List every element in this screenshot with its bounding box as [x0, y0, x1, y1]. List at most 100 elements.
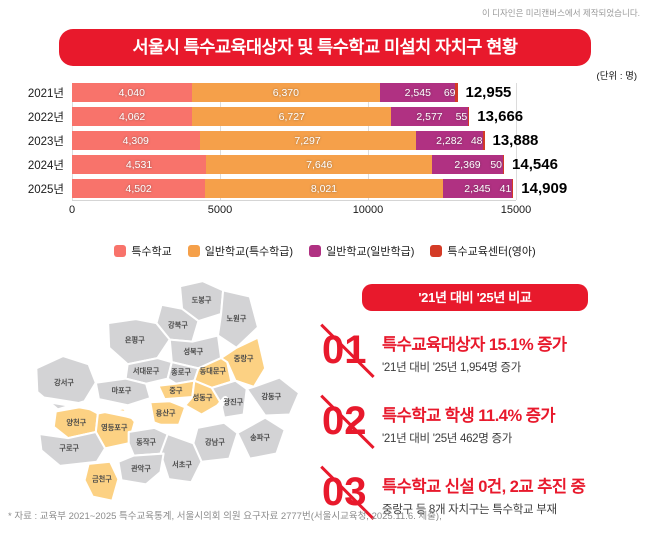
segment-value: 2,369: [454, 158, 481, 171]
bar-segment: [483, 131, 485, 150]
bar-segment: [502, 155, 505, 174]
x-tick: 5000: [207, 204, 233, 216]
total-value: 14,909: [521, 180, 568, 197]
bar-segment: 4,062: [72, 107, 193, 126]
year-label: 2022년: [27, 111, 64, 124]
segment-value: 6,370: [272, 86, 299, 99]
bar-segment: [467, 107, 470, 126]
item-number-block: 02: [320, 394, 375, 456]
legend-swatch: [187, 245, 200, 257]
comparison-badge: '21년 대비 '25년 비교: [362, 284, 588, 311]
bar-segment: 7,297: [199, 131, 416, 150]
district-shape: [107, 318, 171, 366]
bar: 4,040 6,370 2,545 69: [72, 83, 458, 102]
legend-swatch: [430, 245, 443, 257]
district-label: 동작구: [136, 437, 156, 446]
segment-value: 7,297: [294, 134, 321, 147]
x-tick: 0: [68, 204, 76, 216]
segment-value: 2,282: [436, 134, 463, 147]
infant-segment-value: 55: [455, 110, 468, 123]
district-label: 구로구: [59, 444, 79, 452]
stacked-bar-chart: 2021년 4,040 6,370 2,545 69 12,955 2022년 4,062 6,…: [26, 83, 636, 233]
district-shape: [38, 430, 107, 467]
bar-segment: 6,727: [192, 107, 392, 126]
district-shape: [236, 416, 286, 460]
bar-segment: 7,646: [206, 155, 433, 174]
bar-segment: 2,345: [442, 179, 513, 198]
bar-segment: 6,370: [191, 83, 381, 102]
legend-label: 일반학교(특수학급): [204, 246, 294, 258]
segment-value: 6,727: [278, 110, 305, 123]
bar-segment: 2,369: [432, 155, 503, 174]
district-label: 서대문구: [133, 366, 160, 375]
page-title: 서울시 특수교육대상자 및 특수학교 미설치 자치구 현황: [59, 29, 591, 66]
district-label: 은평구: [125, 336, 145, 345]
bar-segment: 2,282: [415, 131, 484, 150]
bar-row: 2022년 4,062 6,727 2,577 55 13,666: [26, 107, 636, 126]
bar: 4,309 7,297 2,282 48: [72, 131, 485, 150]
comparison-item: 03 특수학교 신설 0건, 2교 추진 중 중랑구 등 8개 자치구는 특수학교 …: [320, 465, 648, 527]
district-shape: [94, 377, 152, 407]
x-axis: 0 5000 10000 15000: [68, 204, 531, 218]
district-label: 동대문구: [200, 366, 227, 375]
legend-swatch: [309, 245, 322, 257]
district-shape: [35, 354, 97, 411]
legend-label: 일반학교(일반학급): [326, 246, 415, 258]
bar-segment: [512, 179, 514, 198]
year-label: 2023년: [27, 135, 64, 148]
district-shape: [83, 460, 120, 502]
district-label: 강서구: [54, 378, 74, 387]
x-axis-line: [72, 200, 516, 201]
district-shape: [117, 452, 165, 486]
legend-item: 일반학교(특수학급): [187, 243, 294, 259]
x-tick: 10000: [352, 204, 384, 216]
segment-value: 4,531: [125, 158, 153, 171]
total-value: 12,955: [465, 84, 512, 101]
comparison-item: 01 특수교육대상자 15.1% 증가 '21년 대비 '25년 1,954명 증가: [320, 323, 648, 385]
segment-value: 4,309: [122, 134, 149, 147]
district-label: 광진구: [223, 397, 243, 406]
infant-segment-value: 41: [499, 182, 512, 195]
district-label: 양천구: [66, 418, 86, 427]
item-headline: 특수학교 학생 11.4% 증가: [382, 407, 556, 425]
bar-rows: 2021년 4,040 6,370 2,545 69 12,955 2022년 4,062 6,…: [26, 83, 636, 198]
item-subtext: 중랑구 등 8개 자치구는 특수학교 부재: [382, 504, 557, 516]
segment-value: 4,502: [125, 182, 152, 195]
district-shape: [149, 400, 187, 426]
segment-value: 2,545: [404, 86, 431, 99]
legend-item: 특수학교: [114, 243, 172, 259]
segment-value: 2,577: [416, 110, 443, 123]
district-label: 중구: [169, 387, 183, 395]
bar-segment: 4,502: [72, 179, 206, 198]
legend-item: 특수교육센터(영아): [430, 243, 536, 259]
district-label: 영등포구: [101, 423, 128, 432]
bar-row: 2023년 4,309 7,297 2,282 48 13,888: [26, 131, 636, 150]
legend-label: 특수교육센터(영아): [447, 246, 536, 258]
district-label: 서초구: [172, 460, 192, 469]
unit-label: (단위 : 명): [596, 71, 637, 82]
district-label: 용산구: [156, 409, 176, 418]
bar-row: 2025년 4,502 8,021 2,345 41 14,909: [26, 179, 636, 198]
district-shape: [245, 376, 301, 417]
legend-item: 일반학교(일반학급): [309, 243, 414, 259]
infant-segment-value: 48: [470, 134, 483, 147]
bar-segment: 2,577: [391, 107, 468, 126]
comparison-items: 01 특수교육대상자 15.1% 증가 '21년 대비 '25년 1,954명 증가…: [320, 323, 648, 527]
district-label: 강남구: [205, 437, 225, 446]
total-value: 13,888: [492, 132, 539, 149]
bar-segment: 4,309: [72, 131, 200, 150]
item-number-block: 01: [320, 323, 375, 385]
bar-row: 2021년 4,040 6,370 2,545 69 12,955: [26, 83, 636, 102]
comparison-panel: '21년 대비 '25년 비교 01 특수교육대상자 15.1% 증가 '21년 대…: [320, 284, 648, 542]
bar-segment: 8,021: [205, 179, 443, 198]
district-label: 송파구: [250, 433, 270, 442]
segment-value: 7,646: [306, 158, 333, 171]
district-label: 마포구: [112, 386, 132, 395]
segment-value: 4,040: [118, 86, 145, 99]
total-value: 13,666: [477, 108, 524, 125]
district-label: 종로구: [171, 368, 191, 376]
district-label: 성동구: [193, 393, 213, 402]
total-value: 14,546: [512, 156, 558, 173]
credit-text: 이 디자인은 미리캔버스에서 제작되었습니다.: [481, 8, 640, 18]
han-river: [22, 394, 229, 434]
